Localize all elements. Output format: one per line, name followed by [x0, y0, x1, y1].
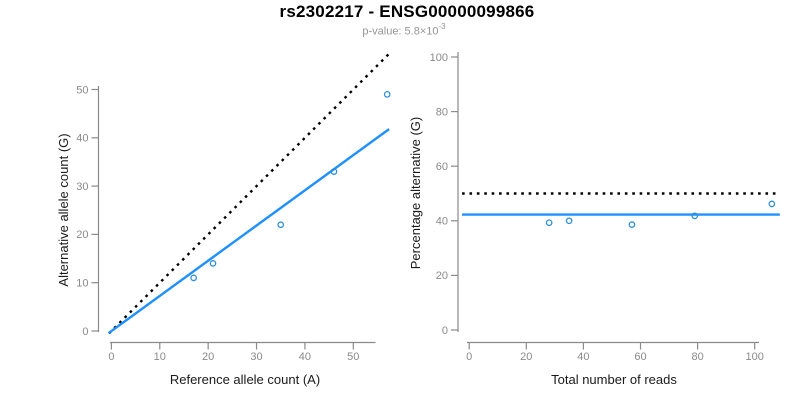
identity-line	[108, 52, 391, 335]
x-axis-title: Reference allele count (A)	[170, 372, 320, 387]
x-tick-label: 10	[154, 351, 166, 363]
x-tick-label: 60	[634, 351, 646, 363]
data-point	[383, 90, 391, 98]
x-tick-label: 100	[746, 351, 764, 363]
x-tick-label: 80	[691, 351, 703, 363]
x-tick-label: 20	[520, 351, 532, 363]
x-tick-label: 30	[250, 351, 262, 363]
data-point	[209, 260, 217, 267]
y-tick-label: 0	[82, 326, 88, 338]
figure-title: rs2302217 - ENSG00000099866	[279, 2, 535, 21]
figure-subtitle: p-value: 5.8×10-3	[4, 22, 800, 38]
y-tick-label: 50	[76, 84, 88, 96]
data-point	[545, 219, 553, 227]
y-axis-title: Alternative allele count (G)	[56, 133, 71, 286]
y-tick-label: 20	[436, 270, 448, 282]
y-tick-label: 80	[436, 106, 448, 118]
x-tick-label: 40	[299, 351, 311, 363]
x-tick-label: 40	[577, 351, 589, 363]
y-tick-label: 40	[76, 133, 88, 145]
y-tick-label: 20	[76, 229, 88, 241]
fit-line	[107, 128, 390, 335]
y-tick-label: 40	[436, 216, 448, 228]
x-axis-title: Total number of reads	[551, 372, 677, 387]
x-tick-label: 50	[347, 351, 359, 363]
y-tick-label: 60	[436, 161, 448, 173]
y-axis-title: Percentage alternative (G)	[408, 117, 423, 269]
x-tick-label: 0	[108, 351, 114, 363]
pvalue-text: p-value: 5.8×10	[362, 25, 439, 38]
data-point	[330, 168, 338, 175]
pvalue-exponent: -3	[438, 22, 446, 31]
x-tick-label: 20	[202, 351, 214, 363]
data-point	[277, 221, 285, 229]
data-point	[691, 212, 699, 220]
data-point	[628, 221, 636, 228]
data-point	[565, 217, 573, 225]
y-tick-label: 30	[76, 181, 88, 193]
right-plot: 0 20 40 60 80 100 0 20 40 60 80 100 Total number of …	[408, 52, 780, 387]
data-point	[190, 274, 197, 282]
x-tick-label: 0	[466, 351, 472, 363]
y-tick-label: 0	[442, 325, 448, 337]
y-tick-label: 10	[76, 278, 88, 290]
y-tick-label: 100	[430, 52, 448, 64]
left-plot: 0 10 20 30 40 50 0 10 20 30 40 50 Reference allele c…	[56, 52, 391, 387]
data-point	[768, 200, 776, 208]
